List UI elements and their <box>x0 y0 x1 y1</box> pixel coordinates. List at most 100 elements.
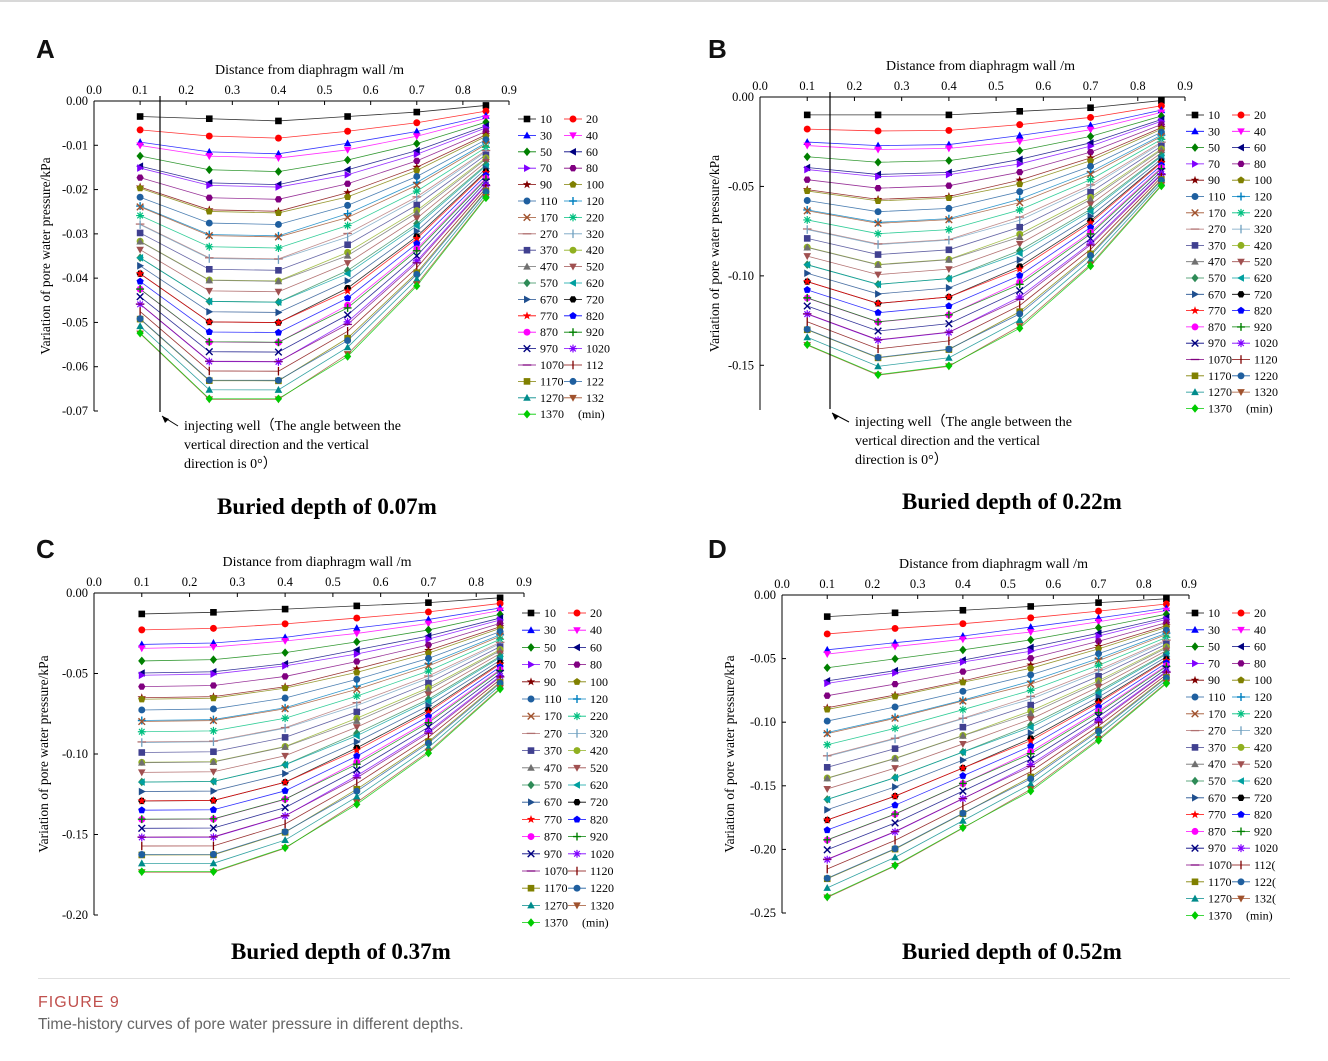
data-point <box>138 867 146 876</box>
data-point <box>1026 629 1035 637</box>
data-point <box>496 610 504 619</box>
data-point <box>1015 240 1024 248</box>
legend-marker <box>1191 693 1199 701</box>
data-point <box>1086 230 1095 238</box>
legend-marker <box>573 849 581 858</box>
data-point <box>803 340 811 349</box>
x-tick-label: 0.1 <box>799 79 815 93</box>
legend-label: 1120 <box>590 864 614 878</box>
series-line <box>139 194 487 391</box>
data-point <box>412 256 421 265</box>
legend-marker <box>569 328 577 337</box>
data-point <box>205 230 214 239</box>
data-point <box>803 302 812 310</box>
legend-marker <box>569 263 577 271</box>
data-point <box>424 748 433 758</box>
legend-marker <box>523 393 531 401</box>
data-point <box>352 745 362 754</box>
data-point <box>496 684 504 694</box>
data-point <box>1026 716 1035 724</box>
y-tick-label: -0.15 <box>62 828 88 842</box>
legend-label: 100 <box>1254 173 1272 187</box>
legend-label: 70 <box>540 161 552 175</box>
data-point <box>874 260 882 268</box>
series-line <box>807 164 1162 314</box>
data-point <box>138 706 146 714</box>
legend-marker <box>1237 642 1244 651</box>
series-line <box>827 625 1167 709</box>
x-tick-label: 0.9 <box>1177 79 1193 93</box>
legend-label: 132( <box>1254 892 1276 906</box>
panel-title-b: Buried depth of 0.22m <box>902 489 1122 514</box>
series-line <box>139 151 487 261</box>
series-line <box>141 603 501 631</box>
data-point <box>891 624 899 632</box>
legend-label: 40 <box>590 623 602 637</box>
legend-marker <box>1191 111 1199 119</box>
data-point <box>873 298 883 307</box>
y-axis-title: Variation of pore water pressure/kPa <box>722 655 737 852</box>
legend-label: 170 <box>1208 707 1226 721</box>
data-point <box>137 859 146 867</box>
data-point <box>1086 175 1095 184</box>
data-point <box>274 318 283 327</box>
data-point <box>205 276 214 284</box>
series-line <box>807 185 1162 376</box>
data-point <box>823 774 832 782</box>
data-point <box>823 645 832 653</box>
data-point <box>891 754 899 762</box>
data-point <box>138 749 146 756</box>
series-line <box>827 632 1167 733</box>
data-point <box>412 275 421 283</box>
x-tick-label: 0.0 <box>86 83 102 97</box>
series-line <box>141 663 501 802</box>
legend-marker <box>523 262 531 270</box>
data-point <box>944 225 953 234</box>
data-point <box>803 197 811 204</box>
data-point <box>136 315 144 323</box>
data-point <box>343 180 352 187</box>
legend-label: 620 <box>586 276 604 290</box>
data-point <box>424 649 433 657</box>
data-point <box>413 166 421 174</box>
data-point <box>136 285 145 293</box>
data-point <box>136 126 144 134</box>
x-tick-label: 0.3 <box>230 575 246 589</box>
data-point <box>802 277 812 286</box>
data-point <box>1015 138 1024 146</box>
series-line <box>140 115 487 155</box>
legend-label: 120 <box>1254 690 1272 704</box>
legend-marker <box>569 246 577 254</box>
data-point <box>874 317 883 326</box>
data-point <box>274 134 282 142</box>
legend-label: 1370 <box>1208 908 1232 922</box>
legend-label: 670 <box>544 795 562 809</box>
annotation-text: direction is 0°） <box>855 452 948 468</box>
legend-marker <box>1237 709 1245 718</box>
chart-panel-a: A 0.0 0.1 0.2 0.3 0.4 0.5 0.6 0.7 0.8 0.9 Distance… <box>0 0 664 530</box>
legend-marker <box>1191 760 1199 768</box>
legend-label: 970 <box>1208 841 1226 855</box>
series-line <box>807 170 1162 332</box>
legend-marker <box>569 279 576 287</box>
legend-label: 10 <box>1208 108 1220 122</box>
y-tick-label: -0.15 <box>728 358 754 372</box>
data-point <box>137 769 146 777</box>
legend-marker <box>1191 744 1199 751</box>
data-point <box>209 824 218 832</box>
series-line <box>827 629 1167 722</box>
legend-label: 320 <box>1254 724 1272 738</box>
legend-marker <box>1237 274 1244 282</box>
data-point <box>1163 595 1170 603</box>
legend-label: 1220 <box>1254 369 1278 383</box>
y-tick-label: -0.15 <box>750 779 776 793</box>
chart-plot-a: 0.0 0.1 0.2 0.3 0.4 0.5 0.6 0.7 0.8 0.9 Distance f… <box>38 63 610 472</box>
legend-label: 970 <box>540 342 558 356</box>
data-point <box>205 115 213 123</box>
data-point <box>343 269 351 278</box>
series-line <box>140 125 487 186</box>
data-point <box>823 729 832 738</box>
y-tick-label: -0.07 <box>62 404 88 418</box>
data-point <box>274 298 282 307</box>
data-point <box>1087 113 1095 121</box>
